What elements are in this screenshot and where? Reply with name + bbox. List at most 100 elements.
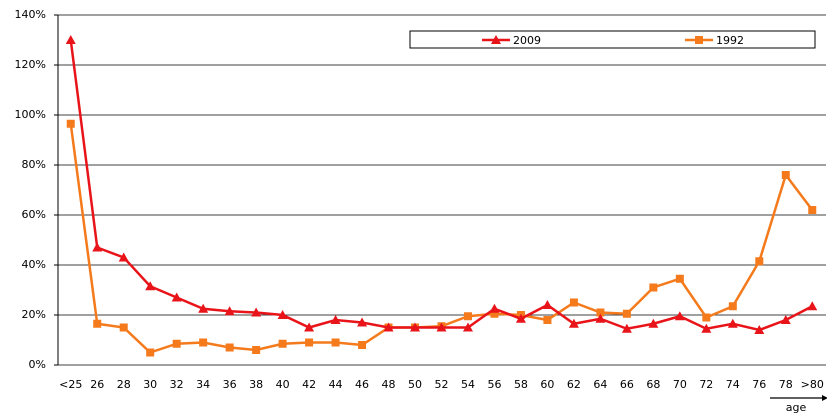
x-tick-label: 46 — [355, 378, 369, 391]
point — [596, 308, 605, 317]
point — [595, 313, 606, 323]
point — [569, 298, 578, 307]
point — [674, 311, 685, 321]
x-tick-label: 74 — [726, 378, 740, 391]
point — [224, 306, 235, 316]
point — [543, 316, 552, 324]
y-tick-label: 60% — [22, 208, 46, 221]
x-tick-label: 34 — [196, 378, 210, 391]
point — [462, 322, 473, 332]
point — [410, 322, 421, 332]
point — [515, 313, 526, 323]
legend-label: 1992 — [716, 34, 744, 47]
x-tick-label: 38 — [249, 378, 263, 391]
x-tick-label: 54 — [461, 378, 475, 391]
x-tick-label: 70 — [673, 378, 687, 391]
point — [436, 322, 447, 332]
legend-box — [409, 30, 816, 49]
point — [489, 303, 500, 313]
x-tick-label: 28 — [117, 378, 131, 391]
x-tick-label: 30 — [143, 378, 157, 391]
point — [358, 341, 367, 349]
point — [65, 35, 76, 44]
point — [146, 348, 155, 357]
x-tick-label: 26 — [90, 378, 104, 391]
point — [199, 338, 208, 347]
point — [728, 302, 737, 311]
point — [542, 300, 553, 309]
point — [568, 318, 579, 328]
y-tick-label: 140% — [15, 8, 46, 21]
x-tick-label: 56 — [487, 378, 501, 391]
point — [675, 274, 684, 283]
point — [331, 338, 340, 347]
point — [252, 346, 261, 354]
x-tick-label: 76 — [752, 378, 766, 391]
point — [304, 322, 315, 332]
legend-marker — [695, 36, 703, 44]
point — [172, 339, 181, 348]
point — [251, 307, 262, 317]
x-tick-label: 58 — [514, 378, 528, 391]
legend-marker — [491, 35, 501, 44]
x-tick-label: 40 — [276, 378, 290, 391]
point — [330, 315, 341, 324]
y-tick-label: 80% — [22, 158, 46, 171]
point — [755, 257, 764, 266]
point — [277, 310, 288, 319]
legend-label: 2009 — [513, 34, 541, 47]
y-tick-label: 40% — [22, 258, 46, 271]
x-tick-label: 52 — [435, 378, 449, 391]
x-tick-label: 66 — [620, 378, 634, 391]
x-tick-label: >80 — [801, 378, 824, 391]
point — [92, 242, 103, 252]
y-tick-label: 100% — [15, 108, 46, 121]
point — [383, 322, 394, 332]
point — [225, 343, 234, 352]
point — [463, 312, 472, 321]
y-tick-label: 0% — [29, 358, 46, 371]
point — [648, 318, 659, 328]
point — [621, 323, 632, 333]
point — [649, 283, 658, 292]
x-tick-label: 68 — [646, 378, 660, 391]
point — [198, 303, 209, 313]
point — [754, 325, 765, 334]
point — [357, 317, 368, 327]
point — [490, 309, 499, 318]
point — [701, 323, 712, 333]
point — [780, 315, 791, 324]
point — [781, 171, 790, 179]
x-tick-label: 36 — [223, 378, 237, 391]
point — [807, 301, 818, 311]
x-tick-label: 48 — [382, 378, 396, 391]
x-tick-label: <25 — [59, 378, 82, 391]
point — [171, 292, 182, 302]
x-axis-label: age — [786, 401, 807, 413]
y-tick-label: 20% — [22, 308, 46, 321]
x-tick-label: 32 — [170, 378, 184, 391]
point — [93, 319, 102, 328]
point — [278, 339, 287, 348]
x-tick-label: 64 — [593, 378, 607, 391]
series-line — [69, 123, 814, 354]
point — [66, 119, 75, 128]
series-line — [69, 39, 813, 332]
point — [808, 206, 817, 214]
x-tick-label: 60 — [540, 378, 554, 391]
x-tick-label: 72 — [699, 378, 713, 391]
point — [702, 313, 711, 322]
point — [118, 252, 129, 262]
y-tick-label: 120% — [15, 58, 46, 71]
axis-arrow-head — [822, 395, 827, 401]
x-tick-label: 62 — [567, 378, 581, 391]
point — [622, 309, 631, 318]
point — [119, 323, 128, 332]
point — [305, 338, 314, 347]
x-tick-label: 44 — [329, 378, 343, 391]
x-tick-label: 78 — [779, 378, 793, 391]
x-tick-label: 50 — [408, 378, 422, 391]
point — [727, 318, 738, 328]
point — [145, 281, 156, 291]
